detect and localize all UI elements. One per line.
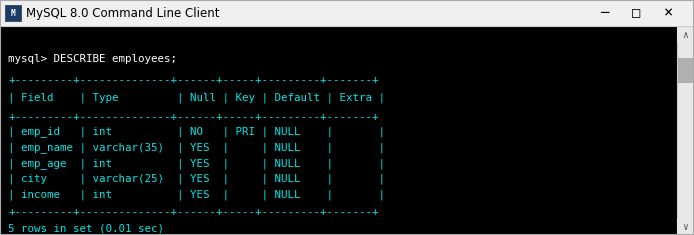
Text: ×: ×: [663, 5, 672, 20]
Text: ∧: ∧: [683, 30, 688, 39]
Text: | income   | int          | YES  |     | NULL    |       |: | income | int | YES | | NULL | |: [8, 190, 385, 200]
Text: | emp_id   | int          | NO   | PRI | NULL    |       |: | emp_id | int | NO | PRI | NULL | |: [8, 126, 385, 137]
Bar: [0, 26, 677, 235]
Text: | emp_age  | int          | YES  |     | NULL    |       |: | emp_age | int | YES | | NULL | |: [8, 158, 385, 168]
Text: +---------+--------------+------+-----+---------+-------+: +---------+--------------+------+-----+-…: [8, 75, 378, 85]
Text: 5 rows in set (0.01 sec): 5 rows in set (0.01 sec): [8, 223, 164, 233]
Text: +---------+--------------+------+-----+---------+-------+: +---------+--------------+------+-----+-…: [8, 112, 378, 122]
Text: □: □: [632, 6, 640, 20]
Text: | Field    | Type         | Null | Key | Default | Extra |: | Field | Type | Null | Key | Default | …: [8, 93, 385, 103]
Text: | city     | varchar(25)  | YES  |     | NULL    |       |: | city | varchar(25) | YES | | NULL | |: [8, 174, 385, 184]
Bar: [677, 26, 694, 43]
Bar: [677, 26, 694, 235]
Text: ∨: ∨: [683, 222, 688, 231]
Bar: [678, 58, 693, 83]
Text: | emp_name | varchar(35)  | YES  |     | NULL    |       |: | emp_name | varchar(35) | YES | | NULL …: [8, 142, 385, 153]
Text: ─: ─: [600, 6, 608, 20]
Text: mysql> DESCRIBE employees;: mysql> DESCRIBE employees;: [8, 54, 177, 64]
Bar: [1, 1, 693, 26]
Bar: [5, 5, 21, 21]
Text: M: M: [10, 8, 15, 17]
Text: MySQL 8.0 Command Line Client: MySQL 8.0 Command Line Client: [26, 7, 219, 20]
Text: +---------+--------------+------+-----+---------+-------+: +---------+--------------+------+-----+-…: [8, 207, 378, 217]
Bar: [677, 218, 694, 235]
